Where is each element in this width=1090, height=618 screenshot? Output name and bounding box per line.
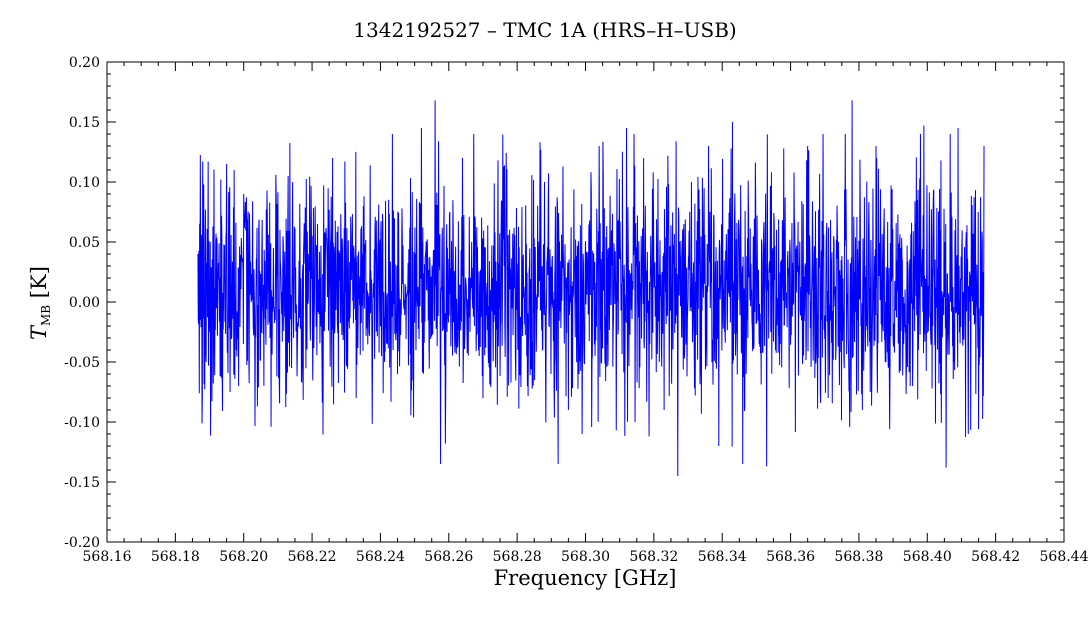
x-tick-label: 568.20 <box>219 549 268 565</box>
x-tick-label: 568.22 <box>288 549 337 565</box>
x-tick-label: 568.34 <box>698 549 747 565</box>
y-tick-label: 0.00 <box>69 295 100 311</box>
x-tick-label: 568.26 <box>424 549 473 565</box>
y-tick-label: 0.20 <box>69 55 100 71</box>
y-tick-label: 0.15 <box>69 115 100 131</box>
x-tick-label: 568.32 <box>629 549 678 565</box>
chart-title: 1342192527 – TMC 1A (HRS–H–USB) <box>353 18 737 42</box>
x-tick-label: 568.36 <box>766 549 815 565</box>
x-tick-label: 568.16 <box>83 549 132 565</box>
x-tick-label: 568.44 <box>1040 549 1089 565</box>
y-tick-label: -0.10 <box>64 415 100 431</box>
axes <box>106 61 1065 543</box>
y-tick-label: -0.15 <box>64 475 100 491</box>
y-tick-label: -0.05 <box>64 355 100 371</box>
y-axis-label: TMB [K] <box>27 266 53 340</box>
data-series <box>197 100 985 477</box>
y-axis-symbol: T <box>27 325 51 340</box>
tick-labels: 568.16 568.18 568.20 568.22 568.24 568.26 568.… <box>64 55 1088 565</box>
x-tick-label: 568.28 <box>493 549 542 565</box>
x-axis-label: Frequency [GHz] <box>493 566 677 590</box>
y-axis-subscript: MB <box>39 304 53 326</box>
y-tick-label: 0.05 <box>69 235 100 251</box>
x-tick-label: 568.30 <box>561 549 610 565</box>
y-axis-unit: [K] <box>27 266 51 299</box>
x-tick-label: 568.38 <box>834 549 883 565</box>
y-tick-label: -0.20 <box>64 535 100 551</box>
y-tick-label: 0.10 <box>69 175 100 191</box>
x-tick-label: 568.40 <box>903 549 952 565</box>
x-tick-label: 568.42 <box>971 549 1020 565</box>
x-tick-label: 568.24 <box>356 549 405 565</box>
spectrum-line <box>197 100 985 477</box>
x-tick-label: 568.18 <box>151 549 200 565</box>
